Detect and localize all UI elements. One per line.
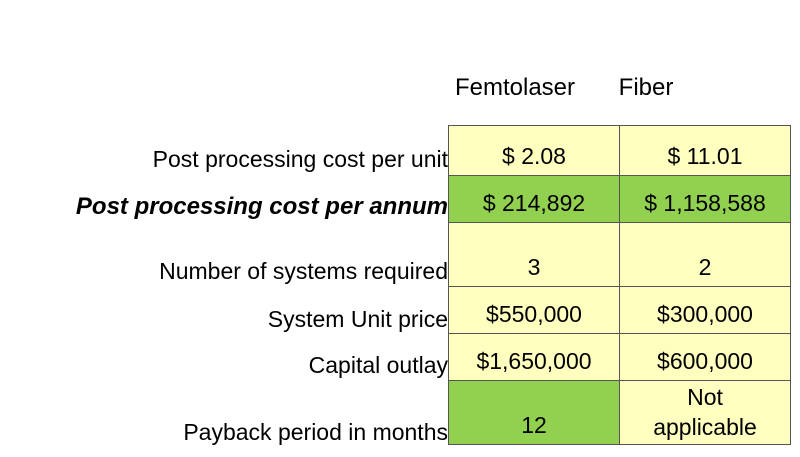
- row-label-cost-per-unit: Post processing cost per unit: [152, 146, 448, 172]
- table-cell: $600,000: [619, 333, 791, 381]
- row-label-payback-period: Payback period in months: [183, 419, 448, 445]
- table-row: $1,650,000 $600,000: [448, 333, 791, 381]
- table-row: $ 2.08 $ 11.01: [448, 125, 791, 176]
- table-cell: 2: [619, 222, 791, 287]
- table-row: $550,000 $300,000: [448, 286, 791, 334]
- table-cell: $ 11.01: [619, 125, 791, 176]
- comparison-table: $ 2.08 $ 11.01 $ 214,892 $ 1,158,588 3 2…: [448, 125, 791, 445]
- table-cell: $ 1,158,588: [619, 175, 791, 223]
- table-cell: $ 214,892: [448, 175, 620, 223]
- table-row: 12 Not applicable: [448, 380, 791, 445]
- table-cell: $1,650,000: [448, 333, 620, 381]
- row-label-capital-outlay: Capital outlay: [308, 352, 448, 378]
- table-cell: 12: [448, 380, 620, 445]
- row-label-systems-required: Number of systems required: [159, 258, 448, 284]
- column-header-femtolaser: Femtolaser: [454, 74, 576, 101]
- table-cell: $550,000: [448, 286, 620, 334]
- table-cell: $300,000: [619, 286, 791, 334]
- table-cell: 3: [448, 222, 620, 287]
- table-row: $ 214,892 $ 1,158,588: [448, 175, 791, 223]
- table-cell: Not applicable: [619, 380, 791, 445]
- row-label-cost-per-annum: Post processing cost per annum: [75, 193, 448, 220]
- table-row: 3 2: [448, 222, 791, 287]
- row-label-unit-price: System Unit price: [267, 306, 448, 332]
- column-header-fiber: Fiber: [618, 74, 674, 101]
- table-cell: $ 2.08: [448, 125, 620, 176]
